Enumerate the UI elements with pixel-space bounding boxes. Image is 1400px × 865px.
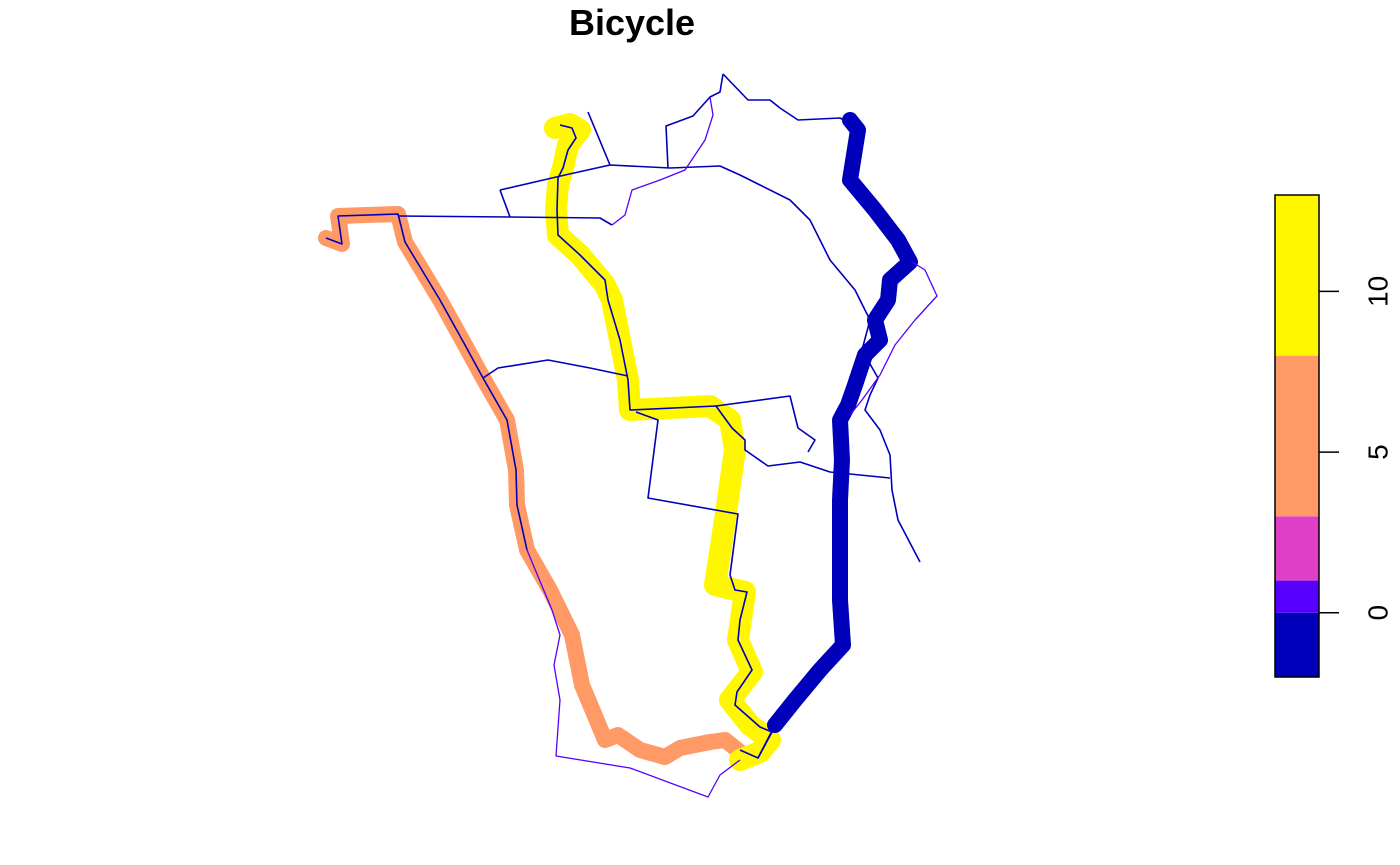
route-orange — [318, 206, 748, 765]
legend-bin-4 — [1275, 195, 1319, 356]
street-line-east-west-top — [397, 215, 613, 226]
legend-tick-label-2: 10 — [1363, 276, 1394, 307]
legend-bins — [1275, 195, 1319, 677]
legend-tick-label-0: 0 — [1363, 605, 1394, 621]
purple-line-north-inner — [611, 96, 714, 226]
street-line-mid-west — [482, 359, 629, 379]
map-title: Bicycle — [568, 2, 696, 43]
legend-bin-1 — [1275, 580, 1319, 613]
street-line-west-edge — [325, 213, 528, 551]
route-yellow — [544, 113, 781, 771]
legend-bin-2 — [1275, 516, 1319, 581]
street-line-center-loop — [635, 411, 773, 759]
street-line-short-top — [587, 111, 611, 166]
legend-ticks: 0 5 10 — [1319, 276, 1394, 621]
legend-bin-0 — [1275, 612, 1319, 677]
street-line-top-left — [665, 73, 724, 169]
street-line-mid-east — [715, 395, 816, 453]
legend-frame — [1274, 194, 1320, 678]
purple-line-southwest — [526, 549, 741, 798]
street-line-yellow-core — [556, 124, 891, 479]
color-legend: 0 5 10 — [1274, 194, 1394, 678]
street-line-blue-route-core — [757, 119, 911, 759]
street-line-top-north — [722, 73, 854, 126]
legend-tick-label-1: 5 — [1363, 444, 1394, 460]
purple-network — [526, 96, 938, 798]
purple-line-east — [849, 261, 938, 416]
legend-bin-3 — [1275, 355, 1319, 517]
